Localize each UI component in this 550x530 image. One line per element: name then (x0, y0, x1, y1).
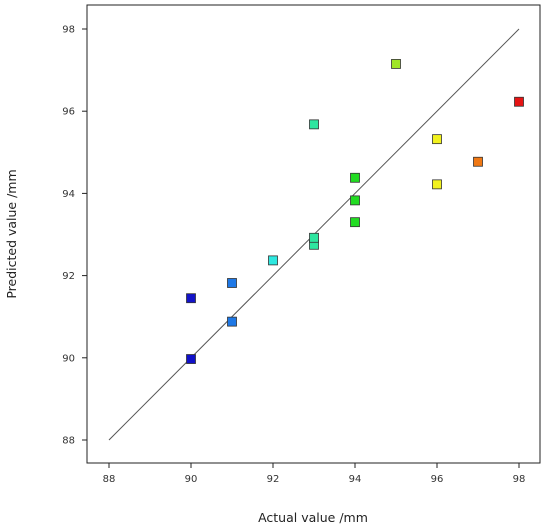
data-point (432, 134, 442, 145)
x-tick-label: 88 (103, 474, 116, 485)
data-point (309, 232, 319, 243)
y-tick-label: 90 (62, 353, 75, 364)
y-tick-label: 94 (62, 189, 75, 200)
data-points (186, 59, 524, 364)
data-point (514, 96, 524, 107)
data-point (309, 119, 319, 130)
y-axis-label: Predicted value /mm (4, 169, 19, 298)
y-tick-label: 88 (62, 436, 75, 447)
x-tick-label: 92 (267, 474, 280, 485)
x-axis-label: Actual value /mm (258, 510, 368, 525)
x-tick-label: 90 (185, 474, 198, 485)
x-tick-label: 94 (349, 474, 362, 485)
data-point (227, 316, 237, 327)
data-point (350, 195, 360, 206)
y-tick-label: 92 (62, 271, 75, 282)
data-point (186, 293, 196, 304)
y-axis: 88 90 92 94 96 98 (62, 25, 87, 447)
data-point (350, 217, 360, 228)
data-point (268, 255, 278, 266)
y-tick-label: 98 (62, 25, 75, 36)
x-tick-label: 98 (513, 474, 526, 485)
x-tick-label: 96 (431, 474, 444, 485)
x-axis: 88 90 92 94 96 98 (103, 463, 526, 485)
data-point (391, 59, 401, 69)
y-tick-label: 96 (62, 107, 75, 118)
data-point (432, 179, 442, 190)
data-point (186, 354, 196, 364)
data-point (350, 172, 360, 183)
data-point (227, 278, 237, 288)
data-point (473, 156, 483, 167)
